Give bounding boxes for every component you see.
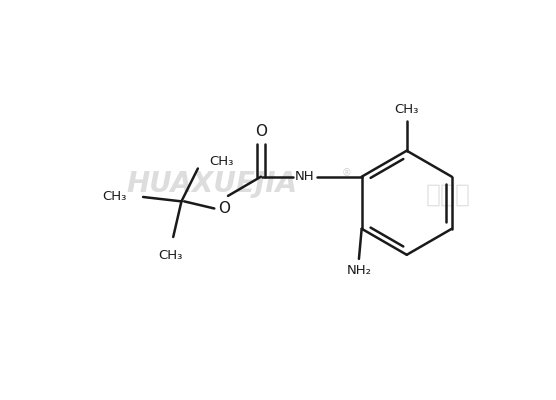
Text: O: O bbox=[218, 201, 230, 216]
Text: CH₃: CH₃ bbox=[395, 103, 419, 116]
Text: 化学加: 化学加 bbox=[425, 182, 470, 206]
Text: HUAXUEJIA: HUAXUEJIA bbox=[127, 170, 298, 198]
Text: O: O bbox=[255, 124, 267, 139]
Text: CH₃: CH₃ bbox=[102, 190, 127, 204]
Text: CH₃: CH₃ bbox=[158, 249, 183, 262]
Text: ®: ® bbox=[341, 168, 351, 178]
Text: NH: NH bbox=[295, 170, 315, 183]
Text: NH₂: NH₂ bbox=[346, 264, 371, 278]
Text: CH₃: CH₃ bbox=[209, 156, 233, 168]
